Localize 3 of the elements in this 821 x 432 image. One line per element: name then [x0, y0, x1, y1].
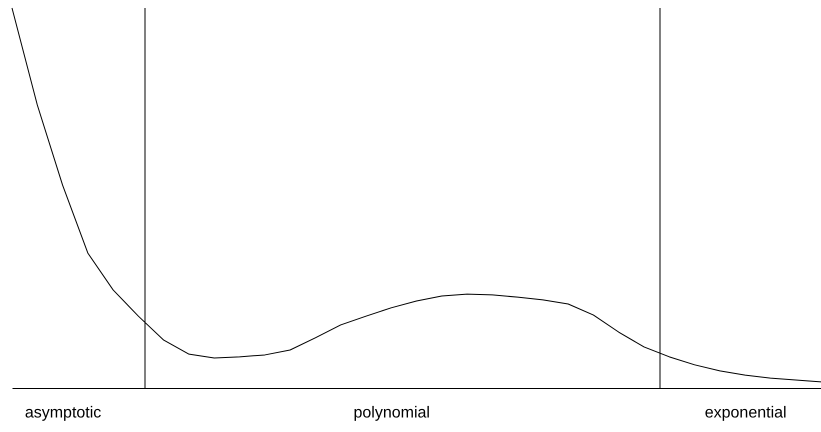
x-tick-label: exponential [704, 404, 787, 422]
x-tick-label: polynomial [353, 404, 430, 422]
x-tick-label: asymptotic [24, 404, 102, 422]
